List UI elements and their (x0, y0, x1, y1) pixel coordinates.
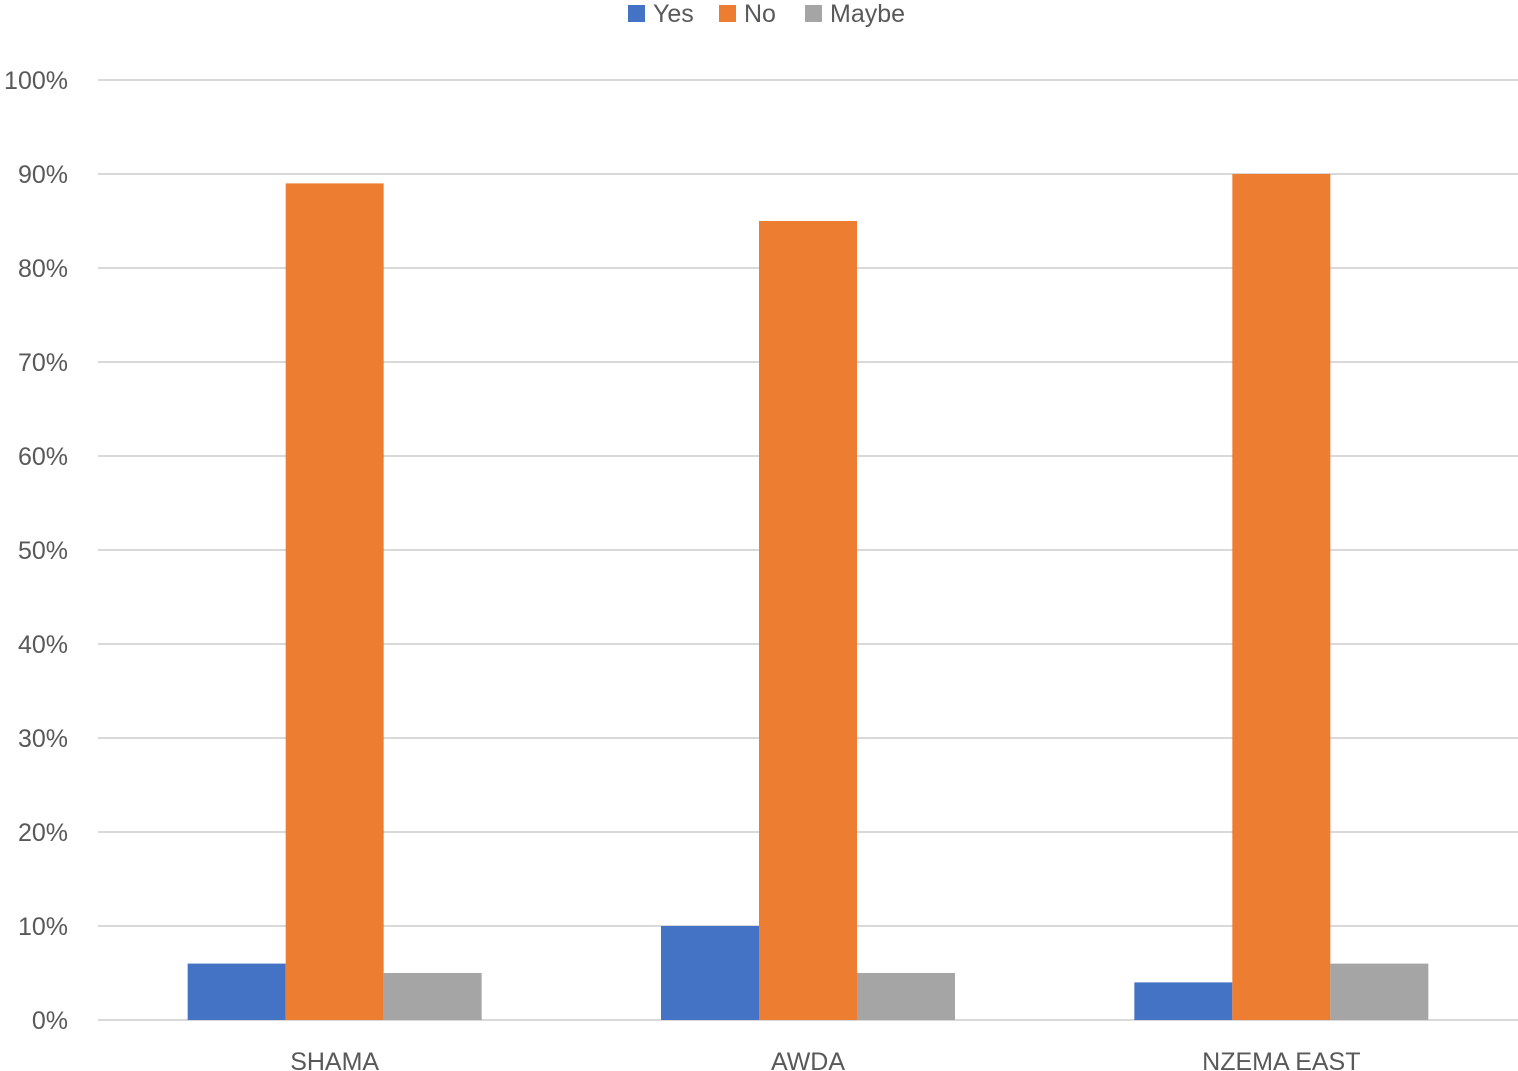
y-tick-label: 70% (18, 349, 68, 377)
legend-label-yes: Yes (653, 0, 694, 28)
legend-label-no: No (744, 0, 776, 28)
legend-label-maybe: Maybe (830, 0, 905, 28)
bar-no-nzema-east (1232, 174, 1331, 1020)
legend-item-yes: Yes (628, 0, 694, 28)
y-tick-label: 90% (18, 161, 68, 189)
bar-yes-nzema-east (1134, 982, 1233, 1020)
x-axis-category-labels: SHAMA AWDA NZEMA EAST (290, 1048, 1360, 1071)
bar-no-awda (759, 221, 857, 1020)
x-category-label-shama: SHAMA (290, 1048, 379, 1071)
bar-maybe-shama (383, 973, 482, 1020)
legend-swatch-maybe (805, 5, 822, 22)
bar-maybe-nzema-east (1330, 963, 1429, 1020)
bar-maybe-awda (857, 973, 955, 1020)
legend-item-maybe: Maybe (805, 0, 905, 28)
bar-yes-shama (187, 963, 286, 1020)
y-axis-tick-labels: 0% 10% 20% 30% 40% 50% 60% 70% 80% 90% 100% (4, 67, 68, 1035)
x-category-label-awda: AWDA (771, 1048, 845, 1071)
y-tick-label: 20% (18, 819, 68, 847)
bars (187, 174, 1429, 1020)
y-tick-label: 100% (4, 67, 68, 95)
legend-swatch-no (719, 5, 736, 22)
y-tick-label: 60% (18, 443, 68, 471)
x-category-label-nzema-east: NZEMA EAST (1202, 1048, 1360, 1071)
y-tick-label: 40% (18, 631, 68, 659)
y-tick-label: 30% (18, 725, 68, 753)
y-tick-label: 50% (18, 537, 68, 565)
bar-yes-awda (661, 926, 759, 1020)
bar-no-shama (285, 183, 384, 1020)
legend-item-no: No (719, 0, 776, 28)
y-tick-label: 80% (18, 255, 68, 283)
legend: Yes No Maybe (628, 0, 905, 28)
legend-swatch-yes (628, 5, 645, 22)
y-tick-label: 0% (32, 1007, 68, 1035)
y-tick-label: 10% (18, 913, 68, 941)
